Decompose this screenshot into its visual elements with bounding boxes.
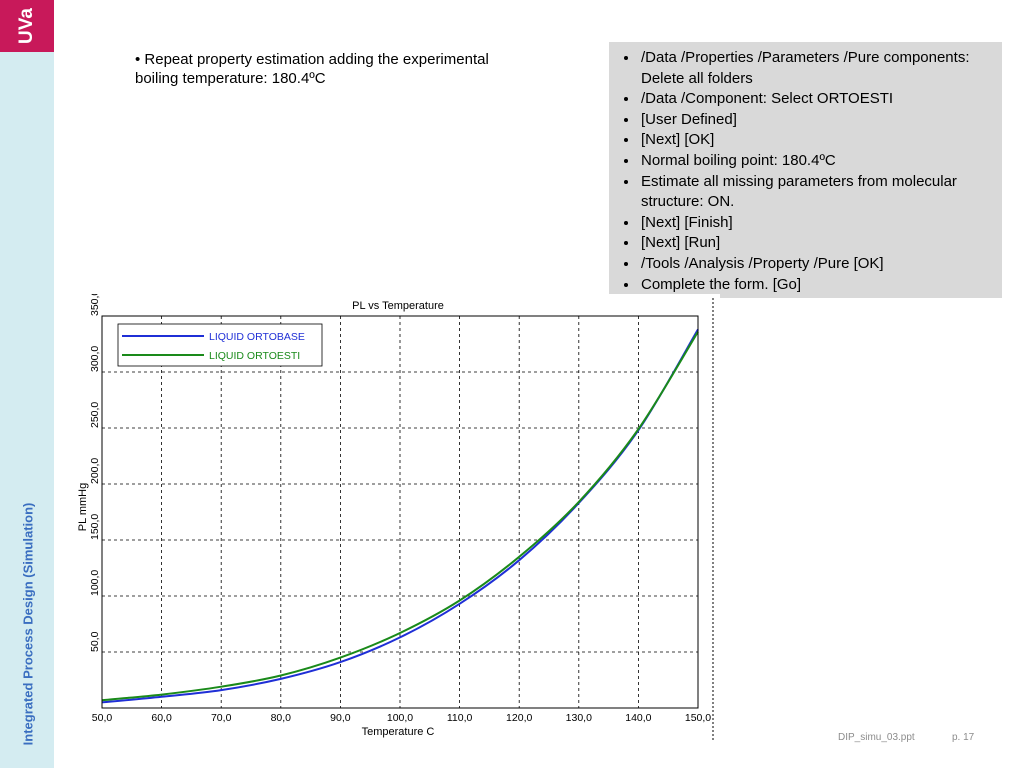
grid bbox=[102, 316, 698, 708]
steps-list: /Data /Properties /Parameters /Pure comp… bbox=[609, 42, 1002, 295]
step-item: /Data /Properties /Parameters /Pure comp… bbox=[639, 48, 994, 89]
intro-text: • Repeat property estimation adding the … bbox=[135, 51, 489, 87]
x-tick-label: 110,0 bbox=[447, 712, 473, 724]
step-item: Complete the form. [Go] bbox=[639, 275, 994, 296]
y-tick-label: 200,0 bbox=[89, 458, 101, 484]
x-axis-label: Temperature C bbox=[362, 726, 435, 738]
x-tick-label: 150,0 bbox=[685, 712, 711, 724]
y-axis: 50,0 100,0 150,0 200,0 250,0 300,0 350,0 bbox=[89, 294, 101, 652]
x-tick-label: 90,0 bbox=[330, 712, 351, 724]
x-tick-label: 140,0 bbox=[625, 712, 651, 724]
step-item: [Next] [Run] bbox=[639, 233, 994, 254]
x-axis: 50,0 60,0 70,0 80,0 90,0 100,0 110,0 120,0 130,0… bbox=[92, 712, 712, 724]
sidebar: UVa Integrated Process Design (Simulatio… bbox=[0, 0, 54, 768]
step-item: [Next] [Finish] bbox=[639, 213, 994, 234]
series-layer bbox=[101, 328, 699, 704]
course-title: Integrated Process Design (Simulation) bbox=[20, 502, 36, 746]
x-tick-label: 130,0 bbox=[566, 712, 592, 724]
step-item: /Tools /Analysis /Property /Pure [OK] bbox=[639, 254, 994, 275]
y-tick-label: 350,0 bbox=[89, 294, 101, 316]
uva-logo: UVa bbox=[0, 0, 54, 52]
chart-background bbox=[64, 294, 720, 746]
x-tick-label: 80,0 bbox=[271, 712, 292, 724]
footer-page-number: p. 17 bbox=[952, 732, 975, 743]
legend-box bbox=[117, 323, 323, 367]
step-item: /Data /Component: Select ORTOESTI bbox=[639, 89, 994, 110]
x-tick-label: 100,0 bbox=[387, 712, 413, 724]
legend: LIQUID ORTOBASE LIQUID ORTOESTI bbox=[117, 323, 323, 367]
step-item: Estimate all missing parameters from mol… bbox=[639, 172, 994, 213]
y-tick-label: 250,0 bbox=[89, 402, 101, 428]
footer-filename: DIP_simu_03.ppt bbox=[838, 732, 915, 743]
y-tick-label: 150,0 bbox=[89, 514, 101, 540]
step-item: Normal boiling point: 180.4ºC bbox=[639, 151, 994, 172]
y-tick-label: 300,0 bbox=[89, 346, 101, 372]
x-tick-label: 120,0 bbox=[506, 712, 532, 724]
step-item: [User Defined] bbox=[639, 110, 994, 131]
legend-label: LIQUID ORTOESTI bbox=[209, 350, 300, 362]
y-tick-label: 50,0 bbox=[89, 631, 101, 652]
legend-label: LIQUID ORTOBASE bbox=[209, 331, 305, 343]
x-tick-label: 60,0 bbox=[151, 712, 172, 724]
plot-frame bbox=[101, 315, 699, 709]
steps-panel: /Data /Properties /Parameters /Pure comp… bbox=[609, 42, 1002, 298]
x-tick-label: 70,0 bbox=[211, 712, 232, 724]
x-tick-label: 50,0 bbox=[92, 712, 113, 724]
step-item: [Next] [OK] bbox=[639, 130, 994, 151]
series-line bbox=[101, 331, 699, 702]
chart-title: PL vs Temperature bbox=[352, 300, 444, 312]
y-axis-label: PL mmHg bbox=[77, 483, 89, 532]
y-tick-label: 100,0 bbox=[89, 570, 101, 596]
logo-text: UVa bbox=[16, 8, 37, 44]
pl-vs-temperature-chart: 50,0 60,0 70,0 80,0 90,0 100,0 110,0 120,0 130,0… bbox=[64, 294, 720, 746]
